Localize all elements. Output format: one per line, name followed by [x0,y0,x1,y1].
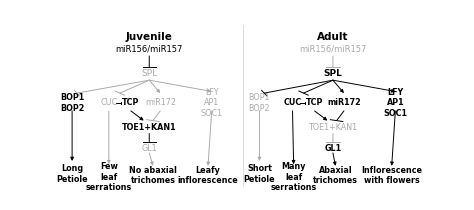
Text: LFY
AP1
SOC1: LFY AP1 SOC1 [201,88,223,118]
Text: GL1: GL1 [324,144,341,153]
Text: SPL: SPL [141,69,157,78]
Text: Short
Petiole: Short Petiole [244,164,275,184]
Text: TCP: TCP [306,98,323,107]
Text: TOE1+KAN1: TOE1+KAN1 [309,123,357,132]
Text: Inflorescence
with flowers: Inflorescence with flowers [361,166,422,185]
Text: miR172: miR172 [145,98,176,107]
Text: TCP: TCP [122,98,139,107]
Text: miR156/miR157: miR156/miR157 [116,45,183,54]
Text: No abaxial
trichomes: No abaxial trichomes [129,166,177,185]
Text: BOP1
BOP2: BOP1 BOP2 [249,93,270,113]
Text: miR156/miR157: miR156/miR157 [299,45,366,54]
Text: BOP1
BOP2: BOP1 BOP2 [60,93,84,113]
Text: Few
leaf
serrations: Few leaf serrations [86,162,132,192]
Text: Long
Petiole: Long Petiole [56,164,88,184]
Text: GL1: GL1 [141,144,157,153]
Text: Many
leaf
serrations: Many leaf serrations [271,162,317,192]
Text: Leafy
inflorescence: Leafy inflorescence [178,166,238,185]
Text: miR172: miR172 [327,98,361,107]
Text: Adult: Adult [317,32,349,42]
Text: Juvenile: Juvenile [126,32,173,42]
Text: SPL: SPL [323,69,342,78]
Text: TOE1+KAN1: TOE1+KAN1 [122,123,176,132]
Text: LFY
AP1
SOC1: LFY AP1 SOC1 [383,88,407,118]
Text: CUC: CUC [100,98,118,107]
Text: CUC: CUC [283,98,301,107]
Text: Abaxial
trichomes: Abaxial trichomes [313,166,358,185]
